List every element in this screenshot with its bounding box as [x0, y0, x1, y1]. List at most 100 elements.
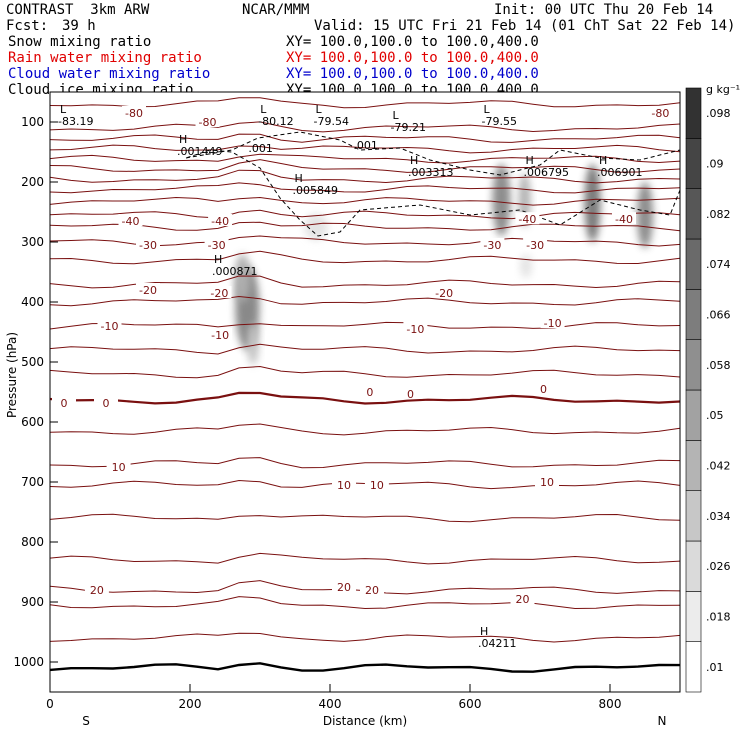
isotherm-line	[49, 182, 681, 194]
isotherm-line	[49, 250, 681, 265]
init-time: Init: 00 UTC Thu 20 Feb 14	[494, 2, 714, 18]
contour-label-bg	[97, 319, 122, 331]
contour-label-bg	[515, 212, 540, 225]
contour-label: -20	[139, 284, 157, 297]
contour-label: -10	[101, 320, 119, 333]
contour-label: 0	[366, 386, 373, 399]
y-axis: 100 200 300 400 500 600 700 800 900 1000	[13, 115, 58, 669]
y-tick-label: 100	[21, 115, 44, 129]
contour-label: -20	[210, 287, 228, 300]
forecast-hours: 39 h	[62, 18, 96, 34]
colorbar-swatch	[685, 339, 702, 391]
field-name-snow: Snow mixing ratio	[8, 34, 152, 50]
field-name-cloud-water: Cloud water mixing ratio	[8, 66, 211, 82]
y-tick-label: 1000	[13, 655, 44, 669]
extremum-value: .000871	[212, 265, 258, 278]
extremum-value: -79.55	[482, 115, 517, 128]
contour-label: 0	[61, 397, 68, 410]
colorbar-tick-label: .09	[706, 158, 724, 171]
contour-label-bg	[122, 106, 146, 118]
isotherm-line	[49, 632, 681, 643]
extremum-marker: H	[179, 133, 187, 146]
contour-label: -30	[208, 239, 226, 252]
shaded-cell	[234, 254, 251, 302]
colorbar-swatch	[685, 289, 702, 340]
isotherm-line	[49, 169, 681, 184]
extremum-marker: H	[295, 172, 303, 185]
contour-label-bg	[195, 115, 220, 127]
field-name-rain: Rain water mixing ratio	[8, 50, 202, 66]
colorbar-swatch	[685, 440, 702, 491]
y-tick-label: 400	[21, 295, 44, 309]
contour-label: -10	[544, 317, 562, 330]
x-axis-north-label: N	[658, 714, 667, 728]
colorbar-tick-label: .098	[706, 107, 731, 120]
contour-label: -40	[615, 213, 633, 226]
contour-label-bg	[432, 286, 457, 298]
x-tick-label: 400	[319, 697, 342, 711]
contour-label: -80	[125, 107, 143, 120]
y-tick-label: 300	[21, 235, 44, 249]
x-tick-label: 0	[46, 697, 54, 711]
contour-label-bg	[94, 395, 118, 408]
colorbar-swatch	[685, 238, 702, 290]
contour-label: -10	[211, 329, 229, 342]
isotherm-line	[49, 275, 681, 289]
shaded-cell	[584, 164, 601, 242]
terrain-line	[49, 662, 681, 673]
y-tick-label: 600	[21, 415, 44, 429]
extremum-marker: H	[480, 625, 488, 638]
y-tick-label: 700	[21, 475, 44, 489]
shaded-cell	[304, 213, 328, 241]
cloud-ice-outline	[185, 131, 681, 237]
shaded-cell	[247, 323, 259, 365]
contour-label-bg	[332, 580, 356, 592]
extremum-value: -79.21	[391, 121, 426, 134]
contour-label: -40	[122, 215, 140, 228]
shaded-cell	[637, 182, 653, 248]
contour-label-bg	[84, 583, 109, 595]
isotherm-line	[49, 343, 681, 355]
x-axis-south-label: S	[82, 714, 90, 728]
isotherm-line	[49, 121, 681, 133]
colorbar: .01 .018 .026 .034 .042 .05 .058 .066 .074 .082 .0…	[685, 87, 731, 693]
isotherm-line	[49, 209, 681, 220]
isotherm-line	[49, 221, 681, 232]
extremum-value: .003313	[408, 166, 454, 179]
extrema-labels: L-83.19L-80.12L-79.54 L-79.21L-79.55H.001…	[58, 103, 643, 650]
extremum-value: .006901	[597, 166, 643, 179]
field-xy-rain: XY= 100.0,100.0 to 100.0,400.0	[286, 50, 539, 66]
contour-label-bg	[208, 328, 233, 340]
contour-label: 0	[540, 383, 547, 396]
contour-label-bg	[208, 214, 233, 226]
extremum-marker: H	[599, 154, 607, 167]
colorbar-swatch	[685, 188, 702, 240]
org-label: NCAR/MMM	[242, 2, 310, 18]
contour-labels: -80 -80 -80 -40 -40 -40 -40 -30 -30 -30 -30 -20 -20 -…	[52, 106, 673, 606]
contour-label: 10	[540, 476, 554, 489]
contour-label-bg	[360, 583, 384, 595]
colorbar-tick-label: .01	[706, 661, 724, 674]
extremum-value: .001449	[177, 145, 223, 158]
extremum-value: .005849	[293, 184, 339, 197]
isotherm-line	[49, 153, 681, 164]
contour-label-bg	[357, 385, 382, 397]
y-tick-label: 900	[21, 595, 44, 609]
y-tick-label: 200	[21, 175, 44, 189]
isotherm-line	[49, 365, 681, 379]
y-axis-title: Pressure (hPa)	[5, 332, 19, 418]
extremum-marker: H	[214, 253, 222, 266]
x-tick-label: 200	[179, 697, 202, 711]
contour-label: 10	[370, 479, 384, 492]
contour-label: -30	[139, 239, 157, 252]
contour-label-bg	[540, 316, 565, 328]
extremum-marker: L	[60, 103, 67, 116]
contour-label-bg	[136, 238, 160, 250]
extremum-marker: L	[393, 109, 400, 122]
contour-label-bg	[480, 238, 505, 250]
shaded-cell	[520, 254, 532, 278]
contour-label: 20	[516, 593, 530, 606]
valid-time: Valid: 15 UTC Fri 21 Feb 14 (01 ChT Sat …	[314, 18, 736, 34]
contour-label-bg	[398, 386, 423, 399]
